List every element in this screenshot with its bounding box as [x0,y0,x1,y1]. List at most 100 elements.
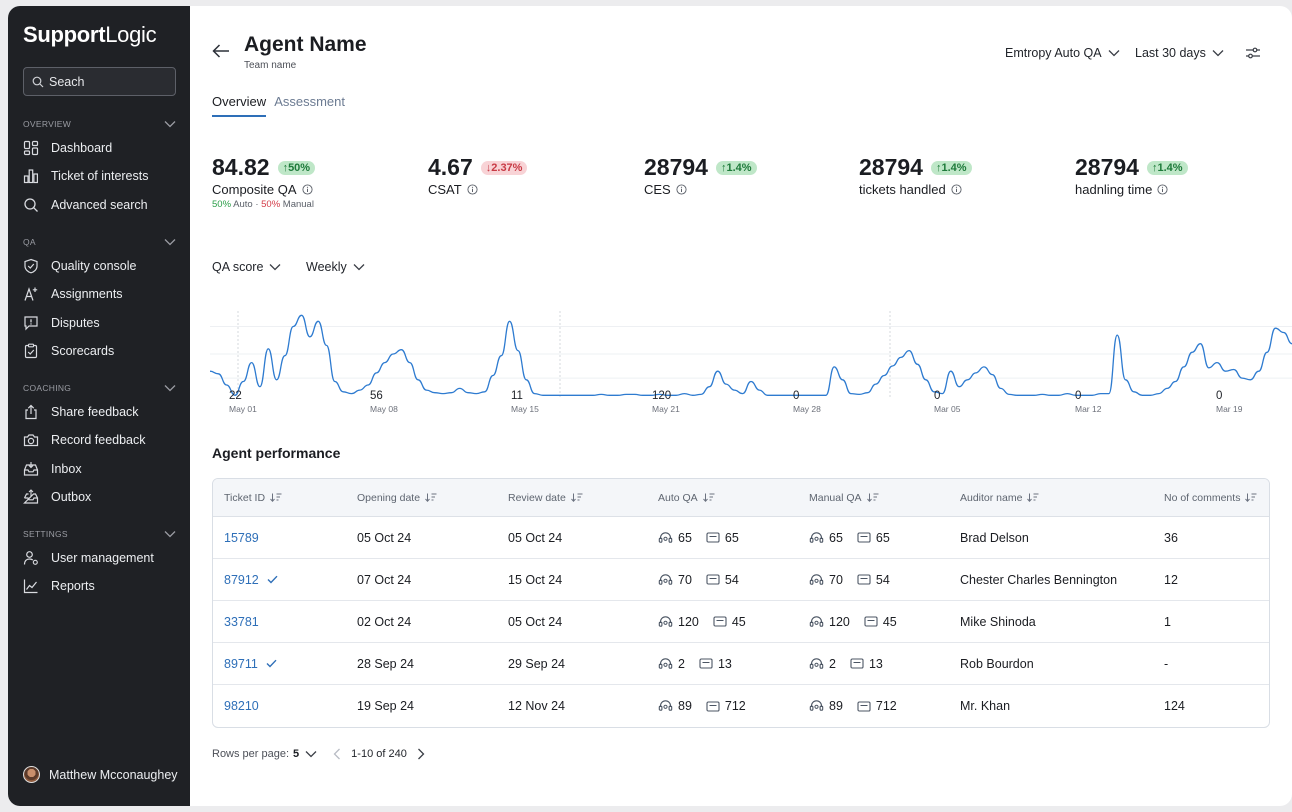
team-name: Team name [244,60,297,71]
stat-ces: 28794 ↑1.4% CES [644,154,757,197]
user-profile[interactable]: Matthew Mcconaughey [23,766,178,783]
headset-icon [809,531,824,543]
series-line[interactable] [209,314,1292,396]
metric-dropdown[interactable]: QA score [212,260,281,274]
sidebar-item-outbox[interactable]: Outbox [23,487,91,507]
column-header[interactable]: Manual QA [809,492,879,504]
sort-icon [866,493,879,502]
x-tick: 0 May 28 [793,390,821,414]
period-dropdown[interactable]: Weekly [306,260,365,274]
column-header[interactable]: Opening date [357,492,437,504]
x-tick-date: May 01 [229,404,257,414]
ticket-id-link[interactable]: 89711 [224,657,277,671]
chevron-down-icon [1212,50,1224,57]
headset-icon [658,573,673,585]
x-tick: 120 May 21 [652,390,680,414]
stat-composite-qa: 84.82 ↑50% Composite QA 50% Auto · 50% Ma… [212,154,316,210]
sidebar-item-user-management[interactable]: User management [23,548,154,568]
manual-qa-score: 2 13 [809,657,897,671]
date-range-dropdown[interactable]: Last 30 days [1135,46,1224,60]
chevron-down-icon [164,239,176,246]
ticket-id-link[interactable]: 87912 [224,573,278,587]
sidebar-item-share-feedback[interactable]: Share feedback [23,402,139,422]
info-icon[interactable] [301,184,313,195]
sidebar-item-reports[interactable]: Reports [23,576,95,596]
comment-icon [857,532,871,543]
back-arrow-icon[interactable] [212,44,230,58]
bar-chart-icon [23,169,38,184]
section-coaching[interactable]: COACHING [23,383,176,393]
sort-icon [270,493,282,502]
sidebar-item-dashboard[interactable]: Dashboard [23,138,112,158]
x-tick-value: 56 [370,390,383,402]
manual-qa-score: 120 45 [809,615,911,629]
sliders-icon [1246,47,1260,59]
manual-qa-score: 89 712 [809,699,911,713]
sidebar-item-inbox[interactable]: Inbox [23,459,82,479]
info-icon[interactable] [467,184,478,195]
ticket-id-link[interactable]: 98210 [224,699,259,713]
outbox-icon [23,489,39,504]
delta-badge: ↑1.4% [930,160,972,175]
x-tick-date: Mar 19 [1216,404,1243,414]
sidebar-item-ticket-of-interests[interactable]: Ticket of interests [23,166,149,186]
table-header: Ticket ID Opening date Review date Auto QA M… [213,479,1269,517]
x-tick: 56 May 08 [370,390,398,414]
column-header[interactable]: Review date [508,492,583,504]
sidebar-item-disputes[interactable]: Disputes [23,313,100,333]
sidebar-item-advanced-search[interactable]: Advanced search [23,195,148,215]
x-tick: 0 Mar 19 [1216,390,1242,414]
info-icon[interactable] [951,184,962,195]
info-icon[interactable] [676,184,687,195]
filter-settings-button[interactable] [1239,46,1261,60]
main-content: Agent Name Team name Emtropy Auto QA Las… [190,6,1292,806]
ticket-id-link[interactable]: 33781 [224,614,259,629]
tab-assessment[interactable]: Assessment [274,94,345,109]
section-qa[interactable]: QA [23,237,176,247]
sidebar-item-assignments[interactable]: Assignments [23,284,123,304]
sort-icon [1027,493,1039,502]
table-row[interactable]: 15789 05 Oct 24 05 Oct 24 65 65 65 65 Brad Dels… [213,517,1269,559]
stat-label: CES [644,182,671,197]
sidebar-search-input[interactable]: Seach [23,67,176,96]
comment-icon [857,574,871,585]
brand-logo[interactable]: SupportLogic [23,22,157,47]
chevron-left-icon[interactable] [333,748,341,760]
sidebar-item-record-feedback[interactable]: Record feedback [23,430,146,450]
info-icon[interactable] [1157,184,1168,195]
qa-score-line-chart[interactable] [190,286,1292,426]
x-tick-date: Mar 12 [1075,404,1102,414]
table-row[interactable]: 33781 02 Oct 24 05 Oct 24 120 45 120 45 Mike Sh… [213,601,1269,643]
x-tick-date: May 21 [652,404,680,414]
x-tick-value: 0 [793,390,800,402]
source-filter-dropdown[interactable]: Emtropy Auto QA [1005,46,1120,60]
tab-overview[interactable]: Overview [212,94,267,117]
column-header[interactable]: No of comments [1164,492,1257,504]
sidebar-item-scorecards[interactable]: Scorecards [23,341,114,361]
column-header[interactable]: Auto QA [658,492,715,504]
table-row[interactable]: 98210 19 Sep 24 12 Nov 24 89 712 89 712 Mr. Kha… [213,685,1269,727]
column-header[interactable]: Auditor name [960,492,1039,504]
column-header[interactable]: Ticket ID [224,492,282,504]
rows-per-page-select[interactable]: 5 [289,748,317,760]
comment-count: 124 [1164,699,1185,713]
sort-icon [702,493,715,502]
section-overview[interactable]: OVERVIEW [23,119,176,129]
ticket-id-link[interactable]: 15789 [224,530,259,545]
clipboard-check-icon [24,343,38,359]
table-row[interactable]: 89711 28 Sep 24 29 Sep 24 2 13 2 13 Rob Bourdon… [213,643,1269,685]
qa-split: 50% Auto · 50% Manual [212,199,314,210]
review-date: 05 Oct 24 [508,614,563,629]
stat-value: 84.82 [212,154,270,180]
chevron-right-icon[interactable] [417,748,425,760]
x-tick-date: May 28 [793,404,821,414]
rows-per-page-label: Rows per page: [212,748,290,760]
section-settings[interactable]: SETTINGS [23,529,176,539]
chevron-down-icon [305,751,317,758]
stat-label: Composite QA [212,182,297,197]
comment-icon [706,700,720,712]
comment-icon [713,616,727,627]
sidebar-item-quality-console[interactable]: Quality console [23,256,136,276]
table-row[interactable]: 87912 07 Oct 24 15 Oct 24 70 54 70 54 Chester C… [213,559,1269,601]
comment-icon [850,658,864,669]
